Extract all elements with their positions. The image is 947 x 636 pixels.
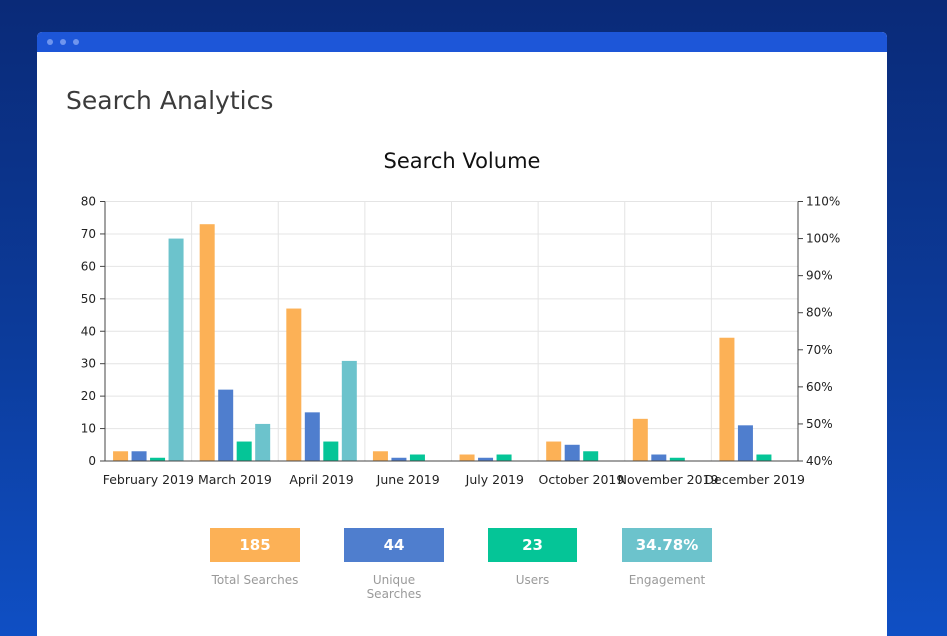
y-tick-label-left: 40 [81, 324, 96, 338]
window-titlebar [37, 32, 887, 52]
y-tick-label-right: 90% [806, 269, 833, 283]
stat-users-label: Users [515, 573, 550, 587]
stat-unique-label: Unique Searches [366, 573, 422, 601]
bar-total [113, 451, 129, 461]
bar-total [632, 418, 648, 461]
bar-users [409, 454, 425, 461]
bar-engagement [168, 238, 184, 461]
chart-title: Search Volume [383, 149, 541, 173]
page-title: Search Analytics [66, 86, 274, 115]
stat-engagement: 34.78% Engagement [622, 528, 712, 587]
stat-engagement-label: Engagement [628, 573, 706, 587]
bar-total [546, 441, 562, 461]
y-tick-label-left: 70 [81, 227, 96, 241]
bar-users [323, 441, 339, 461]
bar-unique [391, 457, 407, 461]
x-tick-label: December 2019 [704, 472, 805, 487]
y-tick-label-left: 0 [88, 454, 96, 468]
y-tick-label-right: 40% [806, 454, 833, 468]
bar-engagement [255, 423, 271, 461]
bar-engagement [341, 360, 357, 461]
stat-unique-searches: 44 Unique Searches [344, 528, 444, 601]
bar-unique [304, 412, 320, 461]
bar-users [496, 454, 512, 461]
y-tick-label-left: 80 [81, 195, 96, 209]
y-tick-label-left: 20 [81, 389, 96, 403]
x-tick-label: April 2019 [289, 472, 353, 487]
bar-users [150, 457, 166, 461]
y-tick-label-right: 80% [806, 306, 833, 320]
y-tick-label-right: 70% [806, 343, 833, 357]
stat-users: 23 Users [488, 528, 577, 587]
bar-total [459, 454, 475, 461]
stat-total-searches: 185 Total Searches [210, 528, 300, 587]
y-tick-label-right: 50% [806, 417, 833, 431]
bar-unique [564, 444, 580, 461]
search-volume-chart: February 2019 March 2019 April 2019 June 20… [81, 195, 841, 488]
y-tick-label-left: 10 [81, 422, 96, 436]
bar-total [286, 308, 302, 461]
y-tick-label-left: 60 [81, 259, 96, 273]
x-tick-label: July 2019 [465, 472, 524, 487]
x-tick-label: February 2019 [103, 472, 194, 487]
x-tick-label: October 2019 [539, 472, 625, 487]
window-dot-icon[interactable] [47, 39, 53, 45]
stat-users-value: 23 [488, 528, 577, 562]
bar-users [236, 441, 252, 461]
bar-total [199, 224, 215, 461]
x-tick-label: November 2019 [618, 472, 719, 487]
stat-total-value: 185 [210, 528, 300, 562]
bar-users [583, 451, 599, 461]
bar-total [372, 451, 388, 461]
y-tick-label-right: 100% [806, 232, 840, 246]
y-tick-label-left: 50 [81, 292, 96, 306]
app-window: Search Analytics Search Volume February … [37, 32, 887, 636]
bar-unique [478, 457, 494, 461]
bar-unique [737, 425, 753, 461]
y-tick-label-left: 30 [81, 357, 96, 371]
bar-users [756, 454, 772, 461]
x-tick-label: June 2019 [376, 472, 440, 487]
bar-total [719, 337, 735, 461]
bar-unique [218, 389, 234, 461]
bar-unique [651, 454, 667, 461]
window-dot-icon[interactable] [60, 39, 66, 45]
stat-unique-value: 44 [344, 528, 444, 562]
y-tick-label-right: 60% [806, 380, 833, 394]
bar-users [669, 457, 685, 461]
x-tick-label: March 2019 [198, 472, 272, 487]
y-tick-label-right: 110% [806, 195, 840, 209]
window-dot-icon[interactable] [73, 39, 79, 45]
bar-unique [131, 451, 147, 461]
stat-total-label: Total Searches [211, 573, 299, 587]
stat-engagement-value: 34.78% [622, 528, 712, 562]
